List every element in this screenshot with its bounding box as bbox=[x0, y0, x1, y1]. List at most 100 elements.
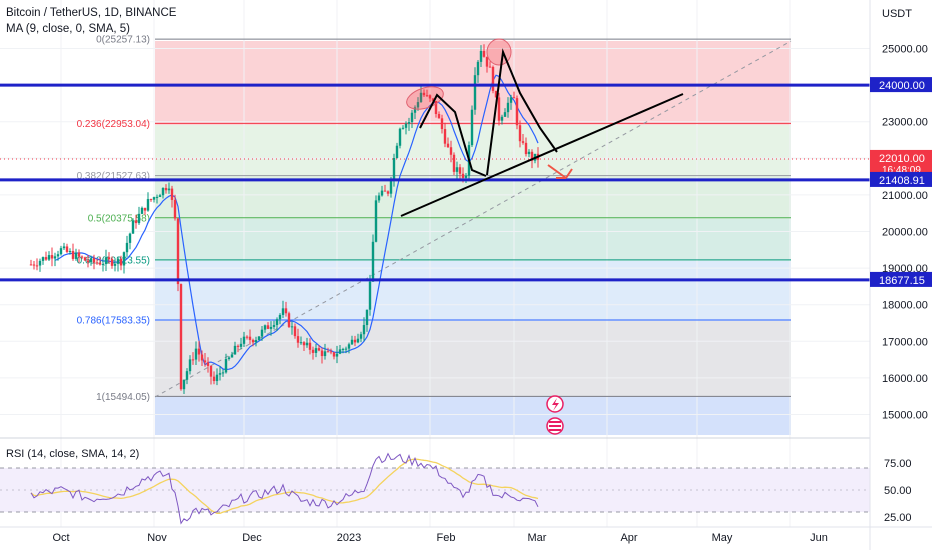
candle-body bbox=[530, 151, 534, 161]
time-axis[interactable]: Oct Nov Dec 2023 Feb Mar Apr May Jun bbox=[0, 526, 932, 544]
candle-body bbox=[254, 340, 258, 343]
candle-body bbox=[383, 190, 387, 192]
candle-body bbox=[155, 196, 159, 198]
candle-body bbox=[197, 348, 201, 355]
candle-body bbox=[122, 252, 126, 266]
candle-body bbox=[266, 325, 270, 329]
lightning-glyph bbox=[552, 398, 559, 411]
candle-body bbox=[89, 258, 93, 263]
fib-level-label: 1(15494.05) bbox=[96, 392, 150, 403]
candle-body bbox=[80, 256, 84, 258]
fib-zone-below-1 bbox=[155, 397, 791, 435]
candle-body bbox=[71, 251, 75, 259]
candle-body bbox=[446, 143, 450, 148]
candle-body bbox=[185, 371, 189, 380]
fib-level-label: 0.786(17583.35) bbox=[77, 315, 150, 326]
time-tick-labels: Oct Nov Dec 2023 Feb Mar Apr May Jun bbox=[52, 532, 827, 544]
candle-body bbox=[101, 264, 105, 266]
candle-body bbox=[158, 195, 162, 197]
fibonacci-levels: 0(25257.13) 0.236(22953.04) 0.382(21527.63… bbox=[77, 35, 791, 403]
candle-body bbox=[509, 97, 513, 103]
candle-body bbox=[320, 350, 324, 357]
candle-body bbox=[326, 351, 330, 353]
candle-body bbox=[86, 260, 90, 263]
candle-body bbox=[434, 100, 438, 114]
candle-body bbox=[311, 349, 315, 353]
price-tag-bg bbox=[870, 77, 932, 93]
rsi-tick: 75.00 bbox=[884, 458, 912, 470]
chart-header: Bitcoin / TetherUS, 1D, BINANCE MA (9, c… bbox=[6, 7, 177, 35]
candle-body bbox=[374, 200, 378, 242]
candle-body bbox=[275, 319, 279, 326]
candle-body bbox=[353, 339, 357, 343]
candle-body bbox=[485, 56, 489, 67]
fib-level-label: 0.236(22953.04) bbox=[77, 119, 150, 130]
fib-level-label: 0.618(19223.55) bbox=[77, 255, 150, 266]
fib-zone-0618-0786 bbox=[155, 261, 791, 321]
event-icons[interactable] bbox=[546, 395, 564, 435]
price-tag-label: 22010.00 bbox=[879, 153, 925, 165]
chart-grid bbox=[0, 0, 870, 527]
candle-body bbox=[116, 258, 120, 264]
fib-zone-05-0618 bbox=[155, 219, 791, 261]
candle-body bbox=[404, 123, 408, 128]
left-shoulder-lines bbox=[419, 93, 487, 177]
candle-body bbox=[131, 220, 135, 234]
candle-body bbox=[137, 213, 141, 224]
candle-body bbox=[488, 66, 492, 68]
candle-body bbox=[224, 358, 228, 373]
support-resistance-lines bbox=[0, 83, 870, 282]
candle-body bbox=[203, 360, 207, 363]
price-tag-label: 21408.91 bbox=[879, 175, 925, 187]
candle-body bbox=[371, 241, 375, 282]
candle-body bbox=[452, 154, 456, 172]
price-axis[interactable]: USDT 25000.0024000.0023000.0022000.00210… bbox=[869, 0, 932, 550]
candle-body bbox=[515, 98, 519, 126]
candle-body bbox=[134, 220, 138, 224]
candle-body bbox=[74, 252, 78, 259]
candle-body bbox=[386, 191, 390, 194]
candle-body bbox=[50, 255, 54, 259]
price-tag-countdown: 16:48:09 bbox=[882, 165, 921, 176]
candle-body bbox=[389, 178, 393, 194]
candle-body bbox=[179, 284, 183, 390]
candle-body bbox=[191, 359, 195, 361]
fib-zone-0382-05 bbox=[155, 177, 791, 219]
ascending-trendline bbox=[483, 93, 684, 181]
price-tick: 17000.00 bbox=[882, 336, 928, 348]
pattern-drawings bbox=[400, 38, 684, 217]
price-tick: 20000.00 bbox=[882, 227, 928, 239]
down-arrow bbox=[547, 164, 573, 179]
time-tick: 2023 bbox=[337, 532, 361, 544]
candle-body bbox=[215, 374, 219, 382]
candle-body bbox=[338, 349, 342, 354]
candle-body bbox=[251, 339, 255, 343]
candle-body bbox=[176, 218, 180, 285]
candle-body bbox=[77, 252, 81, 257]
candle-body bbox=[143, 207, 147, 211]
time-tick: May bbox=[712, 532, 733, 544]
candle-body bbox=[245, 336, 249, 338]
flag-stripe bbox=[549, 425, 561, 427]
candle-body bbox=[53, 256, 57, 259]
ma-indicator-label[interactable]: MA (9, close, 0, SMA, 5) bbox=[6, 23, 130, 35]
fib-level-label: 0.382(21527.63) bbox=[77, 171, 150, 182]
candle-body bbox=[119, 258, 123, 266]
symbol-title[interactable]: Bitcoin / TetherUS, 1D, BINANCE bbox=[6, 7, 177, 19]
price-tick: 23000.00 bbox=[882, 117, 928, 129]
candle-body bbox=[380, 190, 384, 196]
candle-body bbox=[398, 128, 402, 146]
candle-body bbox=[323, 351, 327, 357]
candle-body bbox=[272, 325, 276, 327]
candle-body bbox=[422, 92, 426, 96]
candle-body bbox=[218, 373, 222, 375]
rsi-tick: 25.00 bbox=[884, 512, 912, 524]
candle-body bbox=[401, 127, 405, 129]
candle-body bbox=[257, 336, 261, 341]
candle-body bbox=[110, 259, 114, 266]
rsi-pane: RSI (14, close, SMA, 14, 2) bbox=[0, 448, 870, 525]
candle-body bbox=[500, 116, 504, 121]
candle-body bbox=[425, 95, 429, 97]
candle-body bbox=[335, 353, 339, 357]
